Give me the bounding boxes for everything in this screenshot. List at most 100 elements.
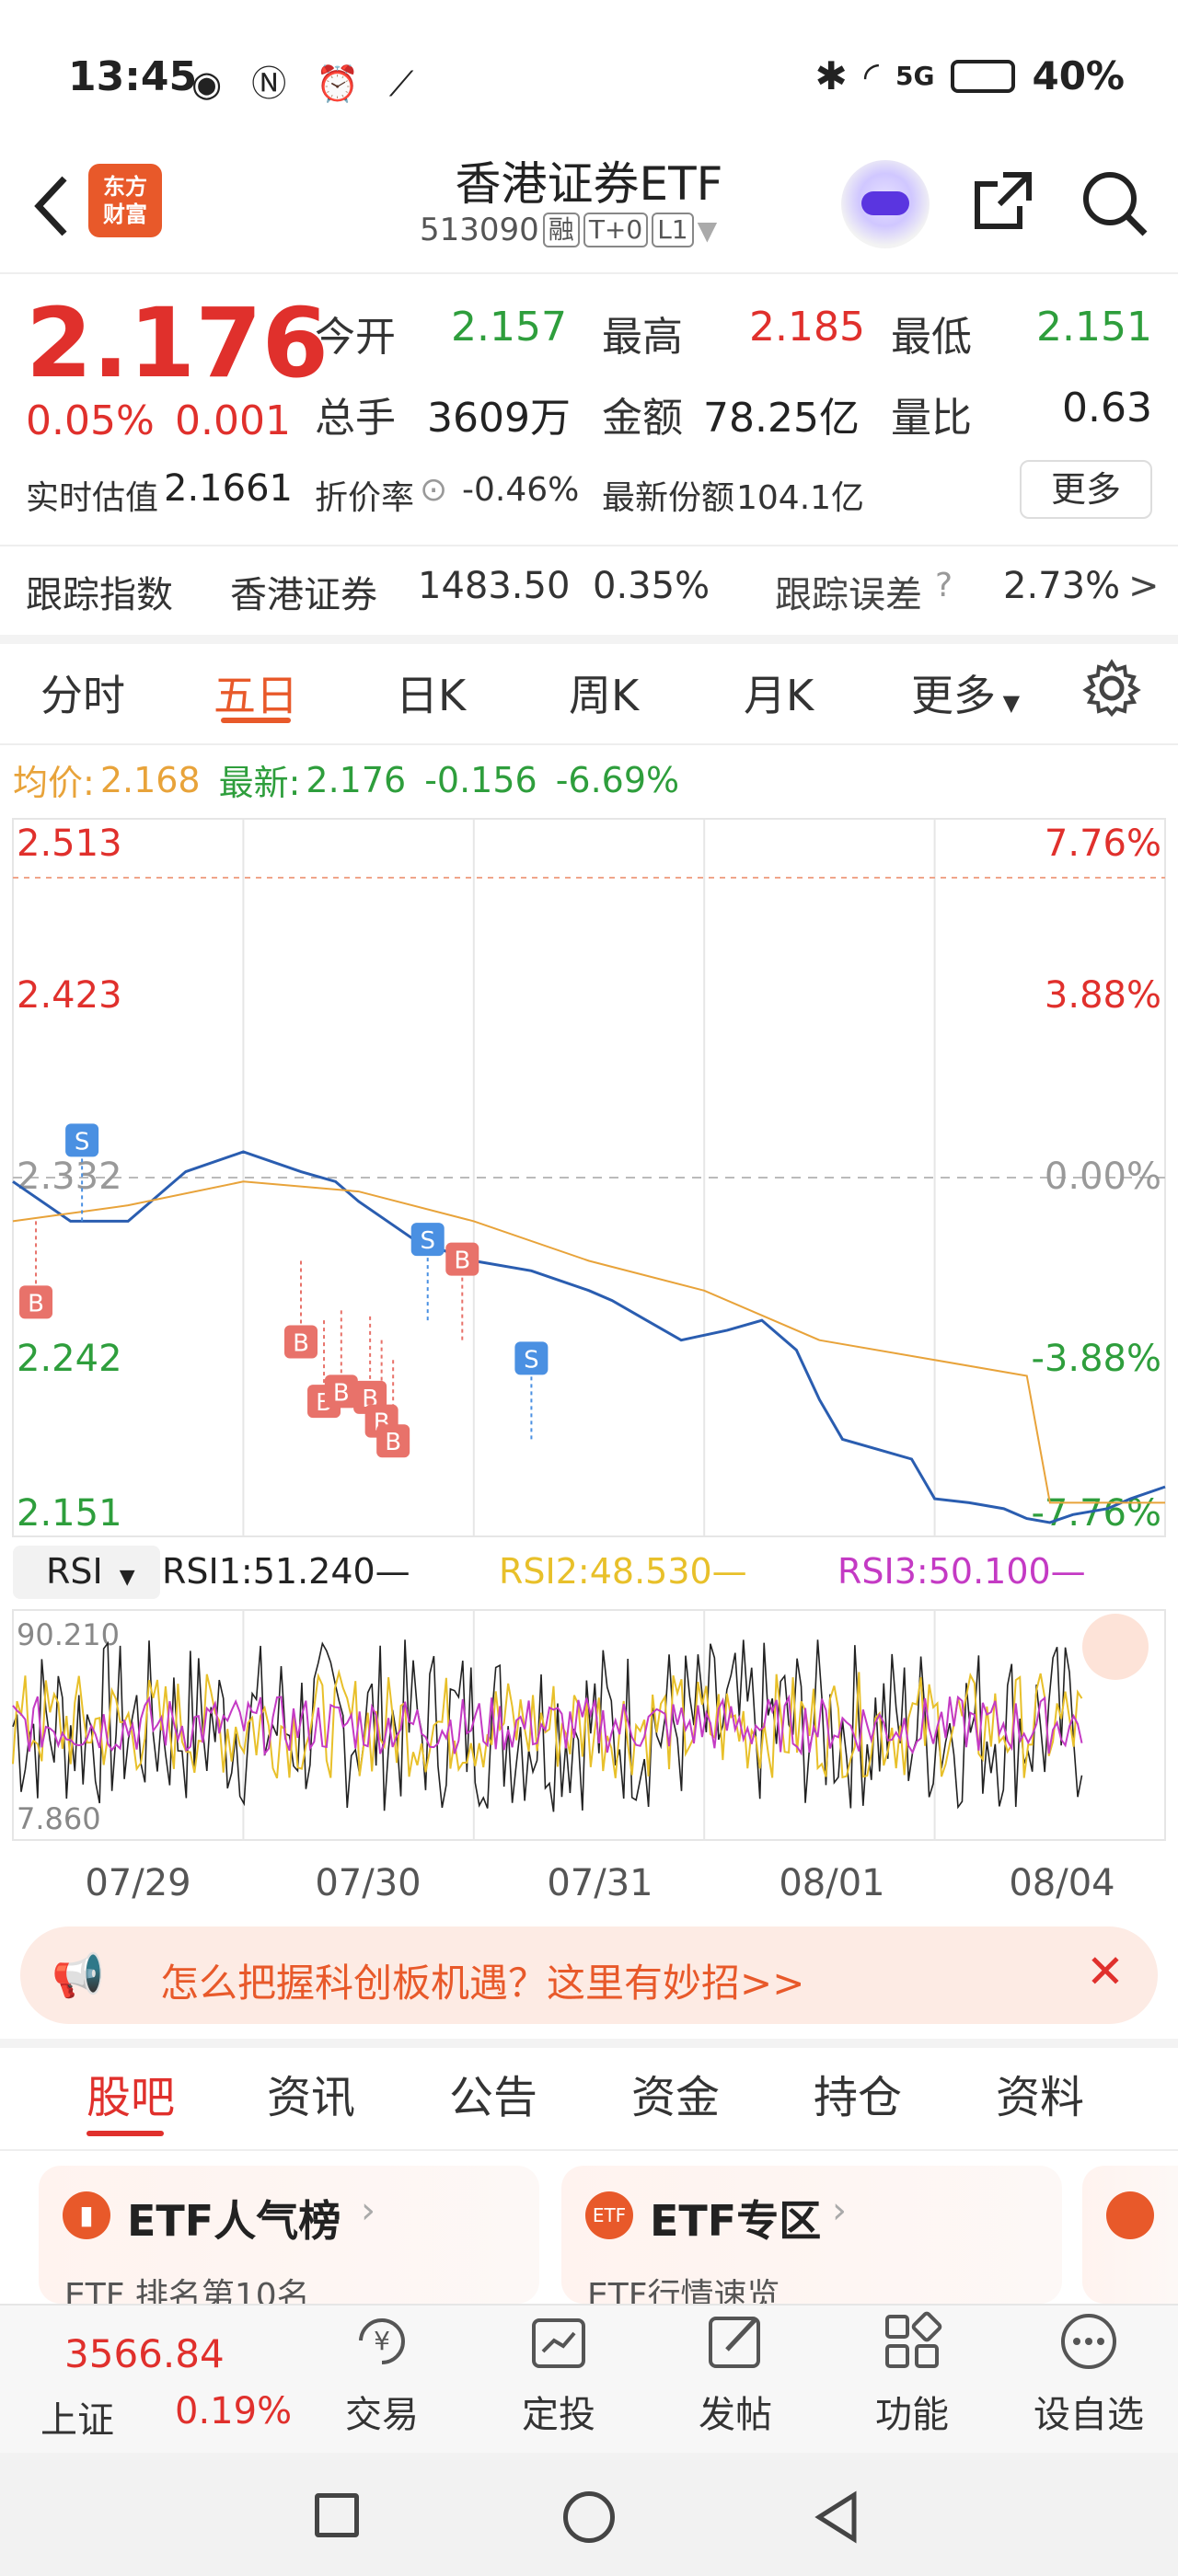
back-button[interactable] [810, 2490, 865, 2545]
chevron-right-icon[interactable]: > [1128, 565, 1160, 607]
ranking-icon: ▮ [63, 2191, 110, 2239]
bottom-nav [0, 2304, 1178, 2453]
volume-value: 3609万 [427, 395, 571, 442]
tab-forum[interactable]: 股吧 [87, 2072, 176, 2123]
high-label: 最高 [602, 314, 683, 361]
tab-more[interactable]: 更多 ▼ [911, 671, 1021, 720]
tab-daily-k[interactable]: 日K [396, 671, 467, 720]
rsi-bottom-label: 7.860 [17, 1801, 101, 1836]
tracking-label: 跟踪指数 [26, 574, 173, 616]
latest-label: 最新: [218, 763, 301, 803]
trade-marker-label: S [75, 1128, 90, 1156]
chart-legend: 均价: 2.168 最新: 2.176 -0.156 -6.69% [13, 754, 679, 805]
trade-marker [19, 1285, 53, 1319]
bottom-tab-indicator [87, 2131, 164, 2136]
back-arrow-icon[interactable] [28, 169, 83, 243]
partial-card[interactable] [1082, 2166, 1178, 2304]
nav-trade[interactable]: ¥ 交易 [313, 2309, 451, 2438]
discount-value: -0.46% [462, 471, 580, 509]
tracking-error-value: 2.73% [1003, 565, 1121, 607]
volume-label: 总手 [315, 395, 396, 442]
card-title: ETF专区 [650, 2196, 822, 2246]
index-value[interactable]: 3566.84 [64, 2331, 225, 2376]
trade-marker [284, 1325, 318, 1359]
tracking-index-name[interactable]: 香港证券 [230, 574, 377, 616]
system-nav-bar [0, 2453, 1178, 2576]
rsi-line [12, 1668, 1083, 1779]
recent-apps-button[interactable] [315, 2493, 359, 2537]
series-line [12, 1180, 1165, 1504]
tab-announcements[interactable]: 公告 [449, 2072, 538, 2123]
megaphone-icon: 📢 [52, 1950, 105, 2000]
home-button[interactable] [563, 2491, 615, 2543]
trade-marker-label: B [293, 1329, 309, 1357]
iopv-value: 2.1661 [164, 467, 293, 510]
tab-monthly-k[interactable]: 月K [744, 671, 814, 720]
tab-funds[interactable]: 资金 [631, 2072, 721, 2123]
five-day-chart[interactable]: 2.513 2.423 2.332 2.242 2.151 7.76% 3.88% 0.00%… [0, 810, 1178, 1914]
high-value: 2.185 [749, 304, 865, 351]
more-button[interactable]: 更多 [1020, 460, 1152, 519]
search-icon[interactable] [1077, 166, 1150, 239]
stock-code-row[interactable]: 513090 融 T+0 L1 ▼ [420, 212, 717, 248]
level-tag: L1 [652, 213, 694, 247]
signal-icon: 5G [895, 61, 935, 91]
trade-marker [65, 1123, 99, 1157]
trade-marker [324, 1374, 358, 1409]
nav-post[interactable]: 发帖 [666, 2309, 804, 2438]
rsi-line [12, 1639, 1083, 1812]
stock-code: 513090 [420, 212, 539, 248]
y-tick-right: -3.88% [1031, 1338, 1161, 1380]
tabs-divider [0, 743, 1178, 745]
open-label: 今开 [315, 314, 396, 361]
gear-icon[interactable] [1082, 659, 1141, 718]
header-divider [0, 272, 1178, 274]
tab-holdings[interactable]: 持仓 [814, 2072, 903, 2123]
trade-marker-label: B [454, 1248, 470, 1275]
nav-add-watchlist[interactable]: 设自选 [1020, 2309, 1158, 2438]
tab-profile[interactable]: 资料 [996, 2072, 1085, 2123]
clock: 13:45 [68, 53, 198, 100]
battery-level: 40% [1032, 53, 1125, 98]
trade-marker-label: B [333, 1379, 350, 1407]
y-tick-left: 2.513 [17, 822, 122, 865]
quote-divider [0, 545, 1178, 546]
nav-fixed-invest[interactable]: 定投 [490, 2309, 628, 2438]
nav-functions[interactable]: 功能 [843, 2309, 981, 2438]
tab-news[interactable]: 资讯 [267, 2072, 356, 2123]
tab-intraday[interactable]: 分时 [40, 671, 125, 720]
open-value: 2.157 [451, 304, 567, 351]
index-name[interactable]: 上证 [40, 2399, 114, 2442]
amount-value: 78.25亿 [703, 395, 860, 442]
tracking-error-label: 跟踪误差 [775, 574, 922, 616]
rsi-selector[interactable]: RSI ▼ [13, 1546, 160, 1599]
shares-label: 最新份额 [602, 479, 735, 517]
ad-banner[interactable]: 📢 怎么把握科创板机遇？这里有妙招>> ✕ [20, 1926, 1158, 2024]
share-icon[interactable] [970, 167, 1036, 234]
help-icon[interactable]: ? [935, 567, 953, 604]
info-icon[interactable]: ⊙ [420, 471, 448, 509]
edit-icon [709, 2317, 760, 2368]
brand-logo: 东方 财富 [88, 164, 162, 237]
tracking-index-value: 1483.50 [418, 565, 571, 607]
tab-weekly-k[interactable]: 周K [569, 671, 640, 720]
close-icon[interactable]: ✕ [1086, 1945, 1125, 1998]
diff-pct-value: -6.69% [555, 759, 680, 800]
trade-marker-label: B [385, 1429, 401, 1456]
bottom-tabs-divider [0, 2149, 1178, 2151]
rsi-top-label: 90.210 [17, 1617, 120, 1652]
iopv-label: 实时估值 [26, 479, 159, 517]
trade-marker-label: S [420, 1227, 435, 1255]
discount-label: 折价率 [315, 479, 415, 517]
y-tick-right: 3.88% [1045, 974, 1161, 1017]
assistant-avatar[interactable] [841, 160, 930, 248]
trade-marker-label: B [28, 1290, 44, 1317]
t0-tag: T+0 [583, 213, 649, 247]
x-tick-label: 07/29 [85, 1862, 191, 1904]
chevron-right-icon: › [832, 2190, 847, 2232]
tab-five-day[interactable]: 五日 [214, 671, 298, 720]
etf-popularity-card[interactable]: ▮ ETF人气榜 › ETF 排名第10名 [39, 2166, 539, 2315]
etf-zone-card[interactable]: ETF ETF专区 › ETF行情速览 [561, 2166, 1062, 2315]
ad-text: 怎么把握科创板机遇？这里有妙招>> [160, 1961, 805, 2006]
y-tick-right: 7.76% [1045, 822, 1161, 865]
